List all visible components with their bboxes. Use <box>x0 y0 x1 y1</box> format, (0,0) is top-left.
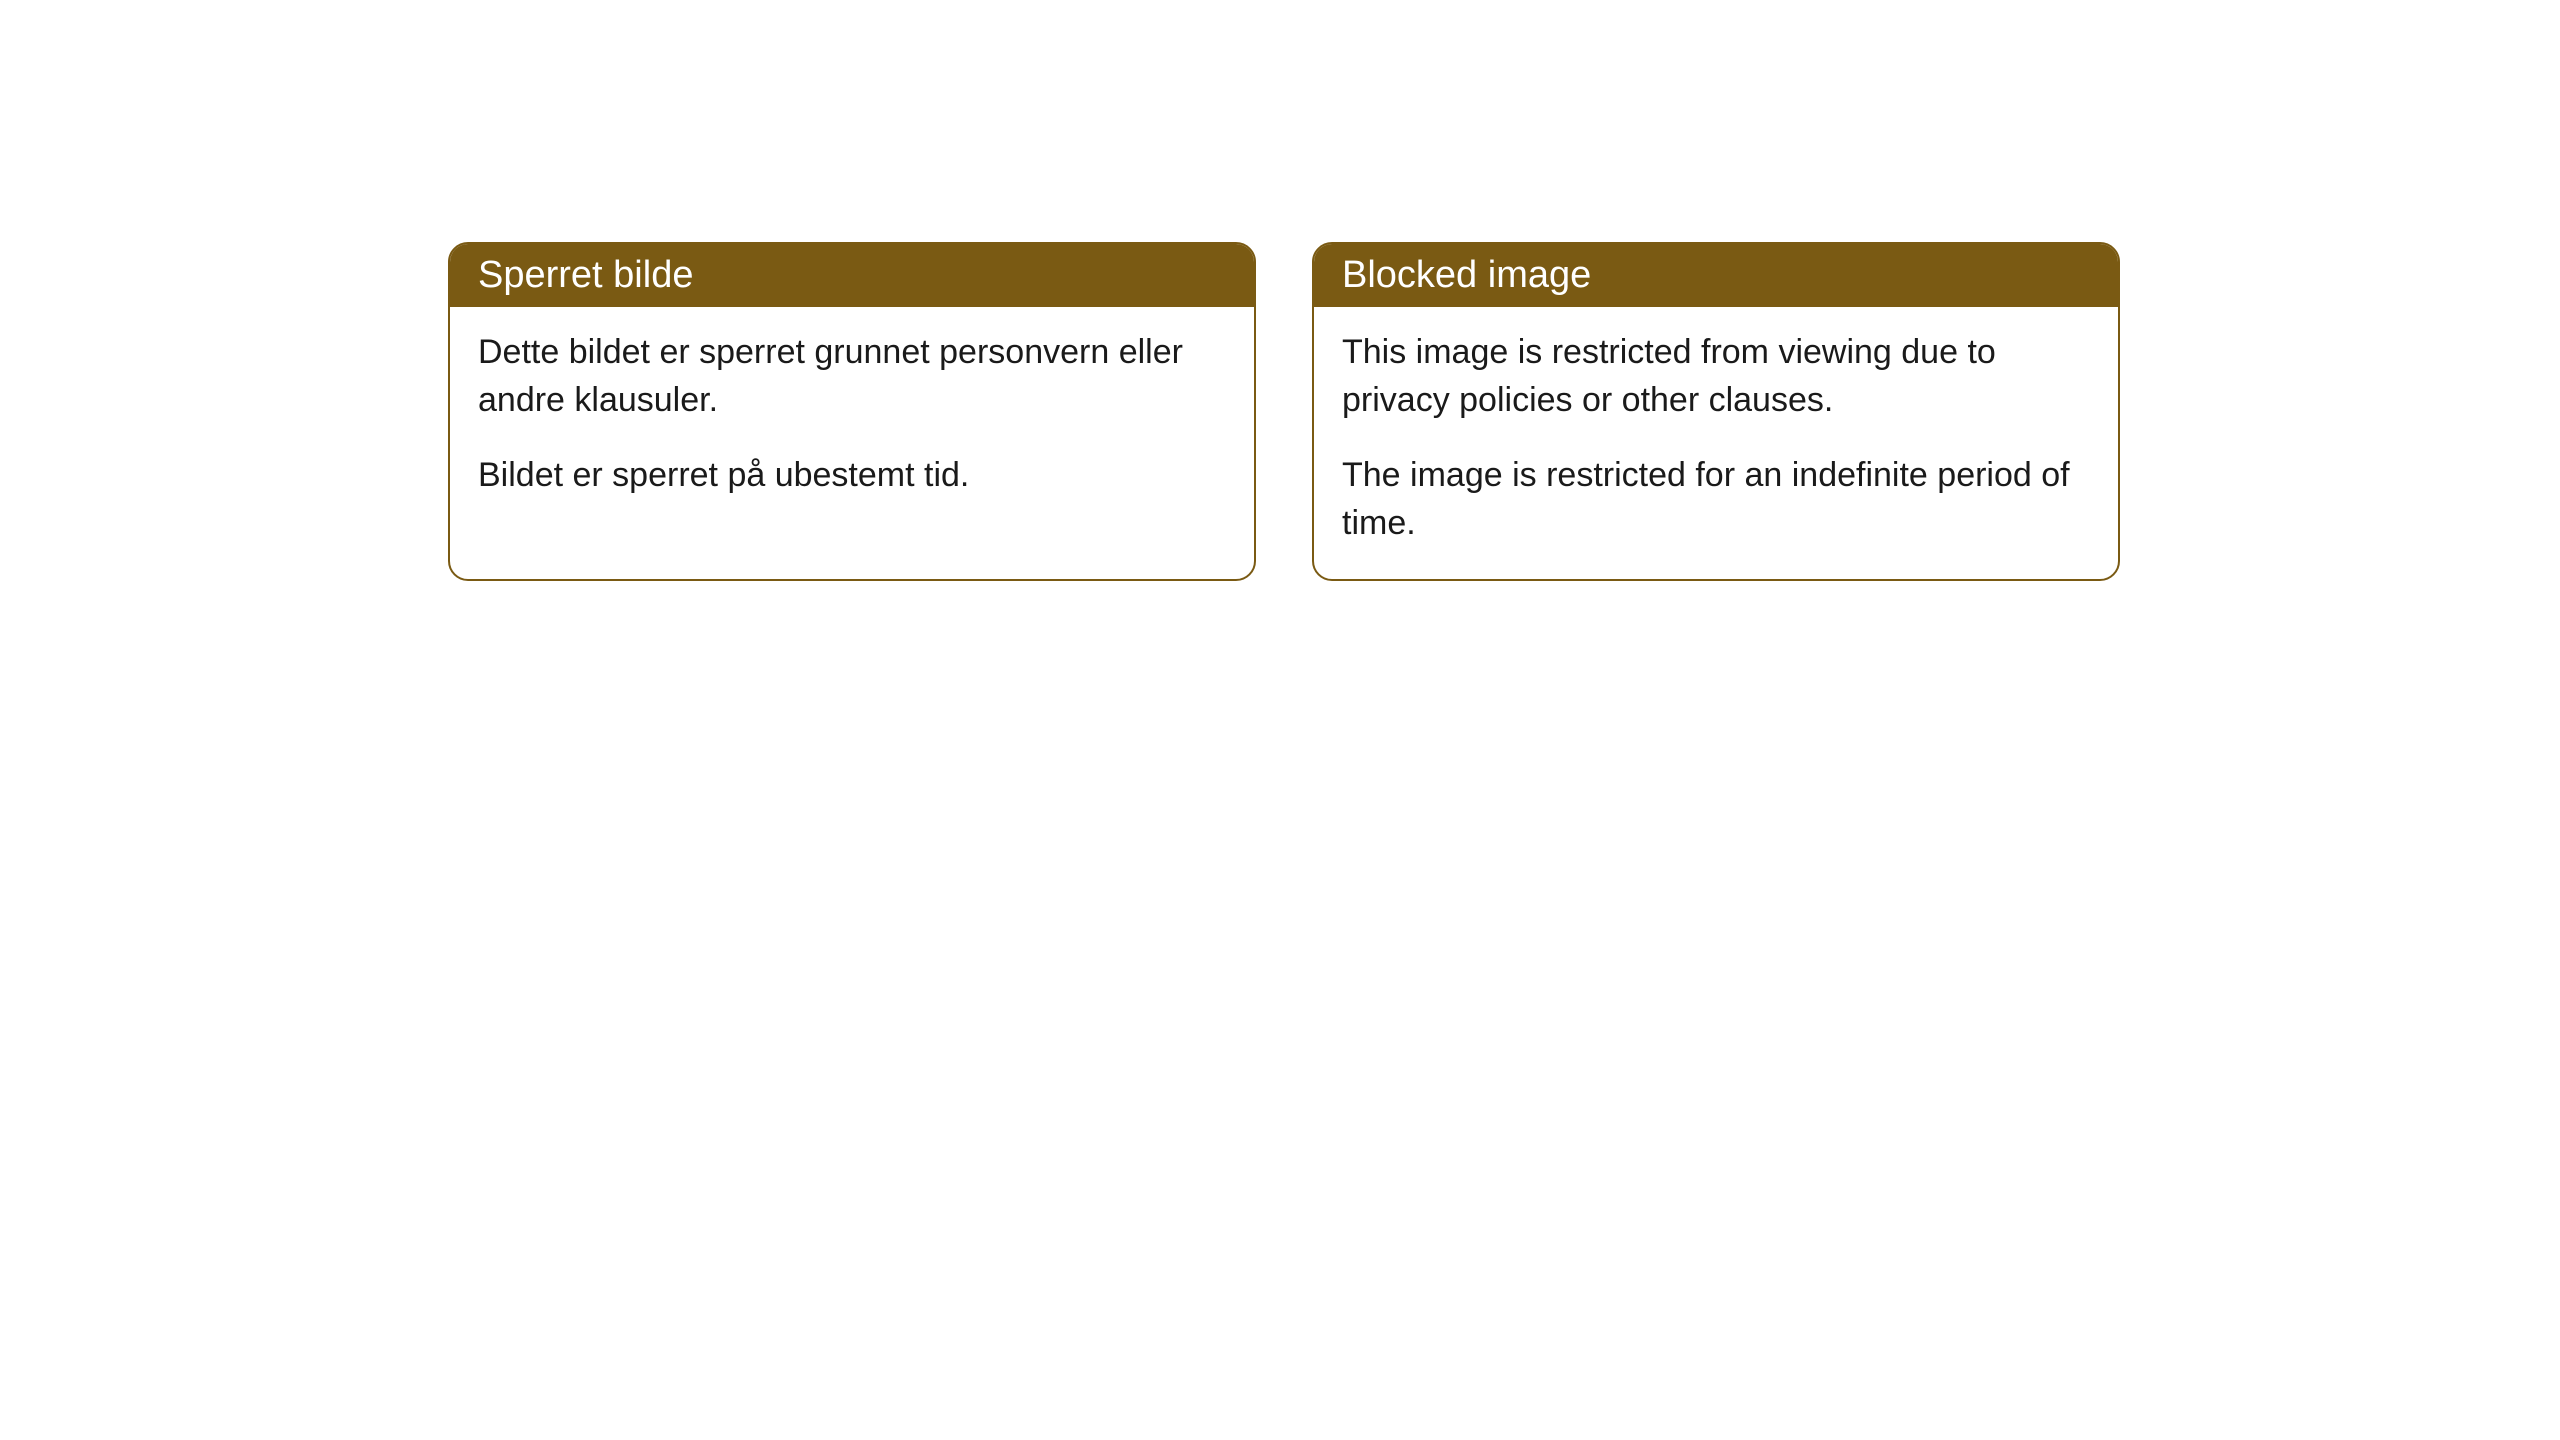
card-title-norwegian: Sperret bilde <box>478 254 693 296</box>
notice-container: Sperret bilde Dette bildet er sperret gr… <box>0 0 2560 581</box>
card-title-english: Blocked image <box>1342 254 1591 296</box>
card-body-norwegian: Dette bildet er sperret grunnet personve… <box>450 307 1254 532</box>
card-paragraph1-english: This image is restricted from viewing du… <box>1342 329 2090 424</box>
card-header-norwegian: Sperret bilde <box>450 244 1254 307</box>
card-paragraph2-english: The image is restricted for an indefinit… <box>1342 452 2090 547</box>
card-body-english: This image is restricted from viewing du… <box>1314 307 2118 579</box>
card-header-english: Blocked image <box>1314 244 2118 307</box>
card-paragraph1-norwegian: Dette bildet er sperret grunnet personve… <box>478 329 1226 424</box>
blocked-image-card-english: Blocked image This image is restricted f… <box>1312 242 2120 581</box>
blocked-image-card-norwegian: Sperret bilde Dette bildet er sperret gr… <box>448 242 1256 581</box>
card-paragraph2-norwegian: Bildet er sperret på ubestemt tid. <box>478 452 1226 500</box>
